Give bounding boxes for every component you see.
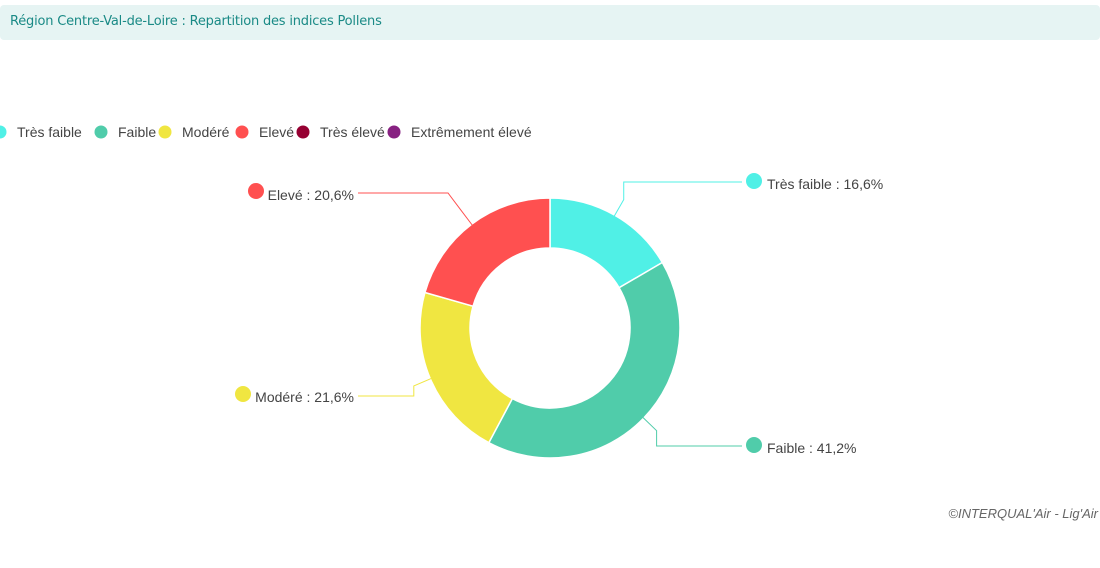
- panel-title: Région Centre-Val-de-Loire : Repartition…: [10, 14, 382, 29]
- legend-item-eleve[interactable]: Elevé: [235, 122, 294, 142]
- data-label-icon: [746, 173, 762, 189]
- data-label: Modéré : 21,6%: [255, 389, 354, 405]
- legend-label: Elevé: [259, 124, 295, 140]
- data-label-icon: [746, 437, 762, 453]
- donut-slice[interactable]: [419, 291, 514, 444]
- distressed-face-icon: [387, 125, 401, 139]
- data-label-icon: [248, 183, 264, 199]
- data-label-icon: [235, 386, 251, 402]
- legend-label: Extrêmement élevé: [411, 124, 532, 140]
- legend-item-tres-eleve[interactable]: Très élevé: [296, 122, 385, 142]
- legend-label: Très faible: [17, 124, 82, 140]
- connector-line: [613, 181, 742, 218]
- legend-item-extremement-eleve[interactable]: Extrêmement élevé: [387, 122, 532, 142]
- connector-line: [358, 377, 433, 397]
- connector-line: [358, 192, 474, 227]
- angry-face-icon: [235, 125, 249, 139]
- data-label: Très faible : 16,6%: [767, 176, 883, 192]
- donut-slice[interactable]: [424, 197, 551, 308]
- legend-item-faible[interactable]: Faible: [94, 122, 156, 142]
- legend-item-tres-faible[interactable]: Très faible: [0, 122, 82, 142]
- donut-slice[interactable]: [487, 261, 681, 459]
- data-label: Faible : 41,2%: [767, 440, 857, 456]
- legend-label: Très élevé: [320, 124, 385, 140]
- smiley-icon: [158, 125, 172, 139]
- credit-text: ©INTERQUAL'Air - Lig'Air: [948, 506, 1098, 521]
- legend-label: Faible: [118, 124, 157, 140]
- legend-label: Modéré: [182, 124, 230, 140]
- smiley-icon: [94, 125, 108, 139]
- panel-header: Région Centre-Val-de-Loire : Repartition…: [0, 5, 1100, 40]
- connector-line: [641, 416, 742, 447]
- legend-item-modere[interactable]: Modéré: [158, 122, 229, 142]
- sick-face-icon: [296, 125, 310, 139]
- data-label: Elevé : 20,6%: [268, 187, 354, 203]
- smiley-icon: [0, 125, 7, 139]
